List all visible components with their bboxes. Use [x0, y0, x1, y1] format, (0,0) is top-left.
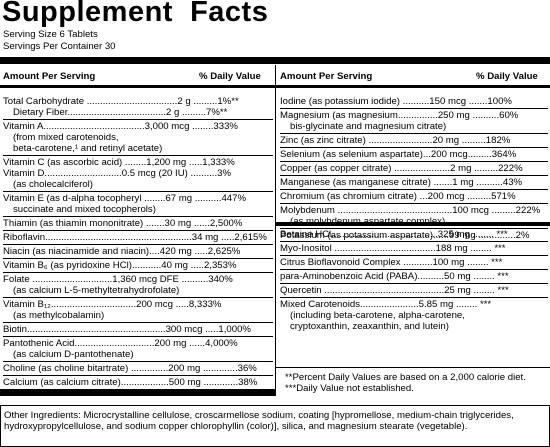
nutrient-row: Calcium (as calcium citrate)............… — [3, 377, 258, 388]
column-divider — [275, 65, 276, 389]
nutrient-row: Niacin (as niacinamide and niacin)....42… — [3, 246, 241, 257]
nutrient-row: bis-glycinate and magnesium citrate) — [290, 121, 447, 132]
row-separator — [3, 361, 273, 362]
nutrient-row: Copper (as copper citrate) .............… — [280, 163, 523, 174]
row-separator — [3, 322, 273, 323]
row-separator — [280, 108, 548, 109]
row-separator — [280, 255, 548, 256]
row-separator — [3, 297, 273, 298]
nutrient-row: Myo-Inositol ...........................… — [280, 243, 506, 254]
right-header-dv: % Daily Value — [476, 71, 538, 82]
nutrient-row: (as calcium D-pantothenate) — [13, 349, 134, 360]
nutrient-row: Dietary Fiber...........................… — [13, 107, 228, 118]
nutrient-row: (as cholecalciferol) — [13, 179, 93, 190]
right-nutrient-list: Iodine (as potassium iodide) ..........1… — [280, 96, 548, 241]
notes-rule — [276, 367, 550, 368]
nutrient-row: Riboflavin..............................… — [3, 232, 267, 243]
nutrient-row: Potassium (as potassium aspartate)......… — [280, 230, 530, 241]
nutrient-row: Choline (as choline bitartrate) ........… — [3, 363, 257, 374]
not-established-note: ***Daily Value not established. — [285, 383, 414, 394]
nutrient-row: Selenium (as selenium aspartate)...200 m… — [280, 149, 517, 160]
row-separator — [3, 272, 273, 273]
row-separator — [3, 155, 273, 156]
nutrient-row: Biotin..................................… — [3, 324, 251, 335]
nutrient-row: Mixed Carotenoids......................5… — [280, 299, 492, 310]
nutrient-row: Magnesium (as magnesium...............25… — [280, 110, 519, 121]
row-separator — [280, 228, 548, 229]
row-separator — [280, 297, 548, 298]
nutrient-row: Thiamin (as thiamin mononitrate) .......… — [3, 218, 243, 229]
nutrient-row: Iodine (as potassium iodide) ..........1… — [280, 96, 512, 107]
right-header-amount: Amount Per Serving — [280, 71, 373, 82]
thick-divider-bottom-left — [0, 389, 276, 396]
nutrient-row: (from mixed carotenoids, — [13, 132, 119, 143]
row-separator — [280, 175, 548, 176]
row-separator — [3, 191, 273, 192]
left-header-amount: Amount Per Serving — [3, 71, 96, 82]
row-separator — [3, 230, 273, 231]
nutrient-row: Manganese (as manganese citrate) .......… — [280, 177, 523, 188]
nutrient-row: Folate ..............................1,3… — [3, 274, 233, 285]
row-separator — [3, 336, 273, 337]
row-separator — [3, 119, 273, 120]
nutrient-row: Quercetin ..............................… — [280, 285, 509, 296]
thick-divider-top — [0, 57, 550, 64]
row-separator — [280, 241, 548, 242]
nutrient-row: Citrus Bioflavonoid Complex ...........1… — [280, 257, 503, 268]
daily-value-note: **Percent Daily Values are based on a 2,… — [285, 372, 526, 383]
nutrient-row: succinate and mixed tocopherols) — [13, 204, 156, 215]
nutrient-row: Vitamin C (as ascorbic acid) ........1,2… — [3, 157, 235, 168]
row-separator — [280, 133, 548, 134]
nutrient-row: Molybdenum .............................… — [280, 205, 541, 216]
row-separator — [3, 244, 273, 245]
nutrient-row: Pantothenic Acid........................… — [3, 338, 238, 349]
row-separator — [3, 216, 273, 217]
nutrient-row: Vitamin E (as d-alpha tocopheryl .......… — [3, 193, 246, 204]
nutrient-row: Chromium (as chromium citrate) ...200 mc… — [280, 191, 516, 202]
nutrient-row: Vitamin A...............................… — [3, 121, 238, 132]
nutrient-row: Zinc (as zinc citrate) .................… — [280, 135, 511, 146]
nutrient-row: Betaine HCl.............................… — [280, 229, 508, 240]
nutrient-row: (as molybdenum aspartate complex) — [280, 216, 548, 227]
row-separator — [280, 283, 548, 284]
nutrient-row: Vitamin B₁₂.............................… — [3, 299, 222, 310]
row-separator — [280, 269, 548, 270]
nutrient-row: para-Aminobenzoic Acid (PABA)..........5… — [280, 271, 509, 282]
row-separator — [280, 161, 548, 162]
right-header-rule — [276, 85, 550, 88]
nutrient-row: Vitamin D.............................0.… — [3, 168, 232, 179]
nutrient-row: beta-carotene,¹ and retinyl acetate) — [13, 143, 163, 154]
left-header-dv: % Daily Value — [199, 71, 261, 82]
nutrient-row: Vitamin B₆ (as pyridoxine HCl)..........… — [3, 260, 237, 271]
serving-size: Serving Size 6 Tablets — [3, 29, 98, 40]
panel-title: Supplement Facts — [2, 0, 269, 28]
nutrient-row: (as methylcobalamin) — [13, 310, 105, 321]
row-separator — [280, 203, 548, 204]
right-other-list: Betaine HCl.............................… — [280, 229, 548, 332]
right-mid-rule — [276, 222, 550, 226]
other-ingredients: Other Ingredients: Microcrystalline cell… — [4, 410, 514, 432]
nutrient-row: (including beta-carotene, alpha-carotene… — [290, 310, 465, 321]
left-nutrient-list: Total Carbohydrate .....................… — [3, 96, 273, 388]
servings-per-container: Servings Per Container 30 — [3, 41, 116, 52]
nutrient-row: (as calcium L-5-methyltetrahydrofolate) — [13, 285, 180, 296]
row-separator — [3, 258, 273, 259]
left-header-rule — [0, 85, 275, 88]
row-separator — [3, 375, 273, 376]
nutrient-row: cryptoxanthin, zeaxanthin, and lutein) — [290, 321, 449, 332]
row-separator — [280, 189, 548, 190]
row-separator — [280, 147, 548, 148]
nutrient-row: Total Carbohydrate .....................… — [3, 96, 239, 107]
